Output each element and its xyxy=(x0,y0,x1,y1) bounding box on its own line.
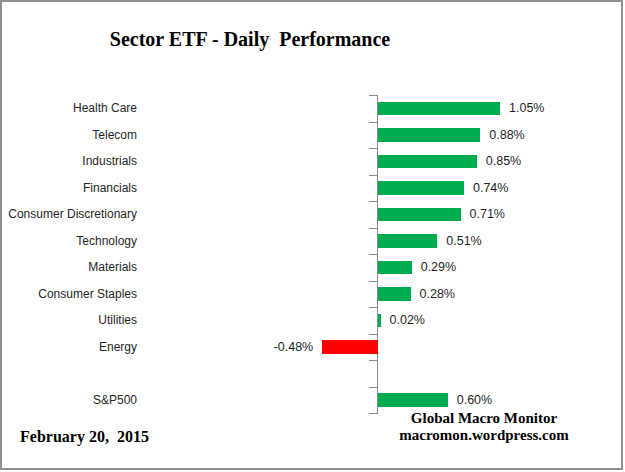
category-label: Materials xyxy=(0,259,137,275)
category-label: S&P500 xyxy=(0,392,137,408)
category-label: Consumer Discretionary xyxy=(0,206,137,222)
bar xyxy=(378,102,500,116)
axis-tick xyxy=(369,175,378,176)
footer-source: Global Macro Monitor xyxy=(384,410,584,427)
bar xyxy=(378,314,381,328)
category-label: Telecom xyxy=(0,127,137,143)
axis-tick xyxy=(369,95,378,96)
axis-tick xyxy=(369,334,378,335)
category-label: Utilities xyxy=(0,312,137,328)
bar-value-label: 0.29% xyxy=(421,259,456,275)
axis-tick xyxy=(369,413,378,414)
bar xyxy=(378,128,480,142)
footer: Global Macro Monitor macromon.wordpress.… xyxy=(384,410,584,444)
axis-tick xyxy=(369,307,378,308)
chart-canvas: Sector ETF - Daily Performance Health Ca… xyxy=(0,0,625,472)
bar xyxy=(378,234,437,248)
chart-title: Sector ETF - Daily Performance xyxy=(0,28,500,51)
category-label: Energy xyxy=(0,339,137,355)
bar-value-label: 0.02% xyxy=(390,312,425,328)
footer-url: macromon.wordpress.com xyxy=(384,427,584,444)
bar xyxy=(378,181,464,195)
axis-tick xyxy=(369,201,378,202)
axis-tick xyxy=(369,148,378,149)
axis-tick xyxy=(369,228,378,229)
category-label: Consumer Staples xyxy=(0,286,137,302)
axis-tick xyxy=(369,254,378,255)
axis-tick xyxy=(369,281,378,282)
bar-value-label: 0.88% xyxy=(489,127,524,143)
date-label: February 20, 2015 xyxy=(20,428,149,446)
category-label: Industrials xyxy=(0,153,137,169)
bar xyxy=(378,208,461,222)
bar-value-label: -0.48% xyxy=(274,339,314,355)
bar xyxy=(378,393,448,407)
category-label: Technology xyxy=(0,233,137,249)
bar xyxy=(378,287,411,301)
bar-value-label: 0.28% xyxy=(420,286,455,302)
axis-tick xyxy=(369,122,378,123)
category-label: Financials xyxy=(0,180,137,196)
bar xyxy=(378,155,477,169)
bar-value-label: 0.74% xyxy=(473,180,508,196)
bar-value-label: 0.85% xyxy=(486,153,521,169)
bar xyxy=(322,340,378,354)
bar-value-label: 0.71% xyxy=(470,206,505,222)
axis-tick xyxy=(369,360,378,361)
axis-tick xyxy=(369,387,378,388)
bar-value-label: 0.60% xyxy=(457,392,492,408)
category-label: Health Care xyxy=(0,100,137,116)
bar-value-label: 1.05% xyxy=(509,100,544,116)
bar xyxy=(378,261,412,275)
bar-value-label: 0.51% xyxy=(446,233,481,249)
